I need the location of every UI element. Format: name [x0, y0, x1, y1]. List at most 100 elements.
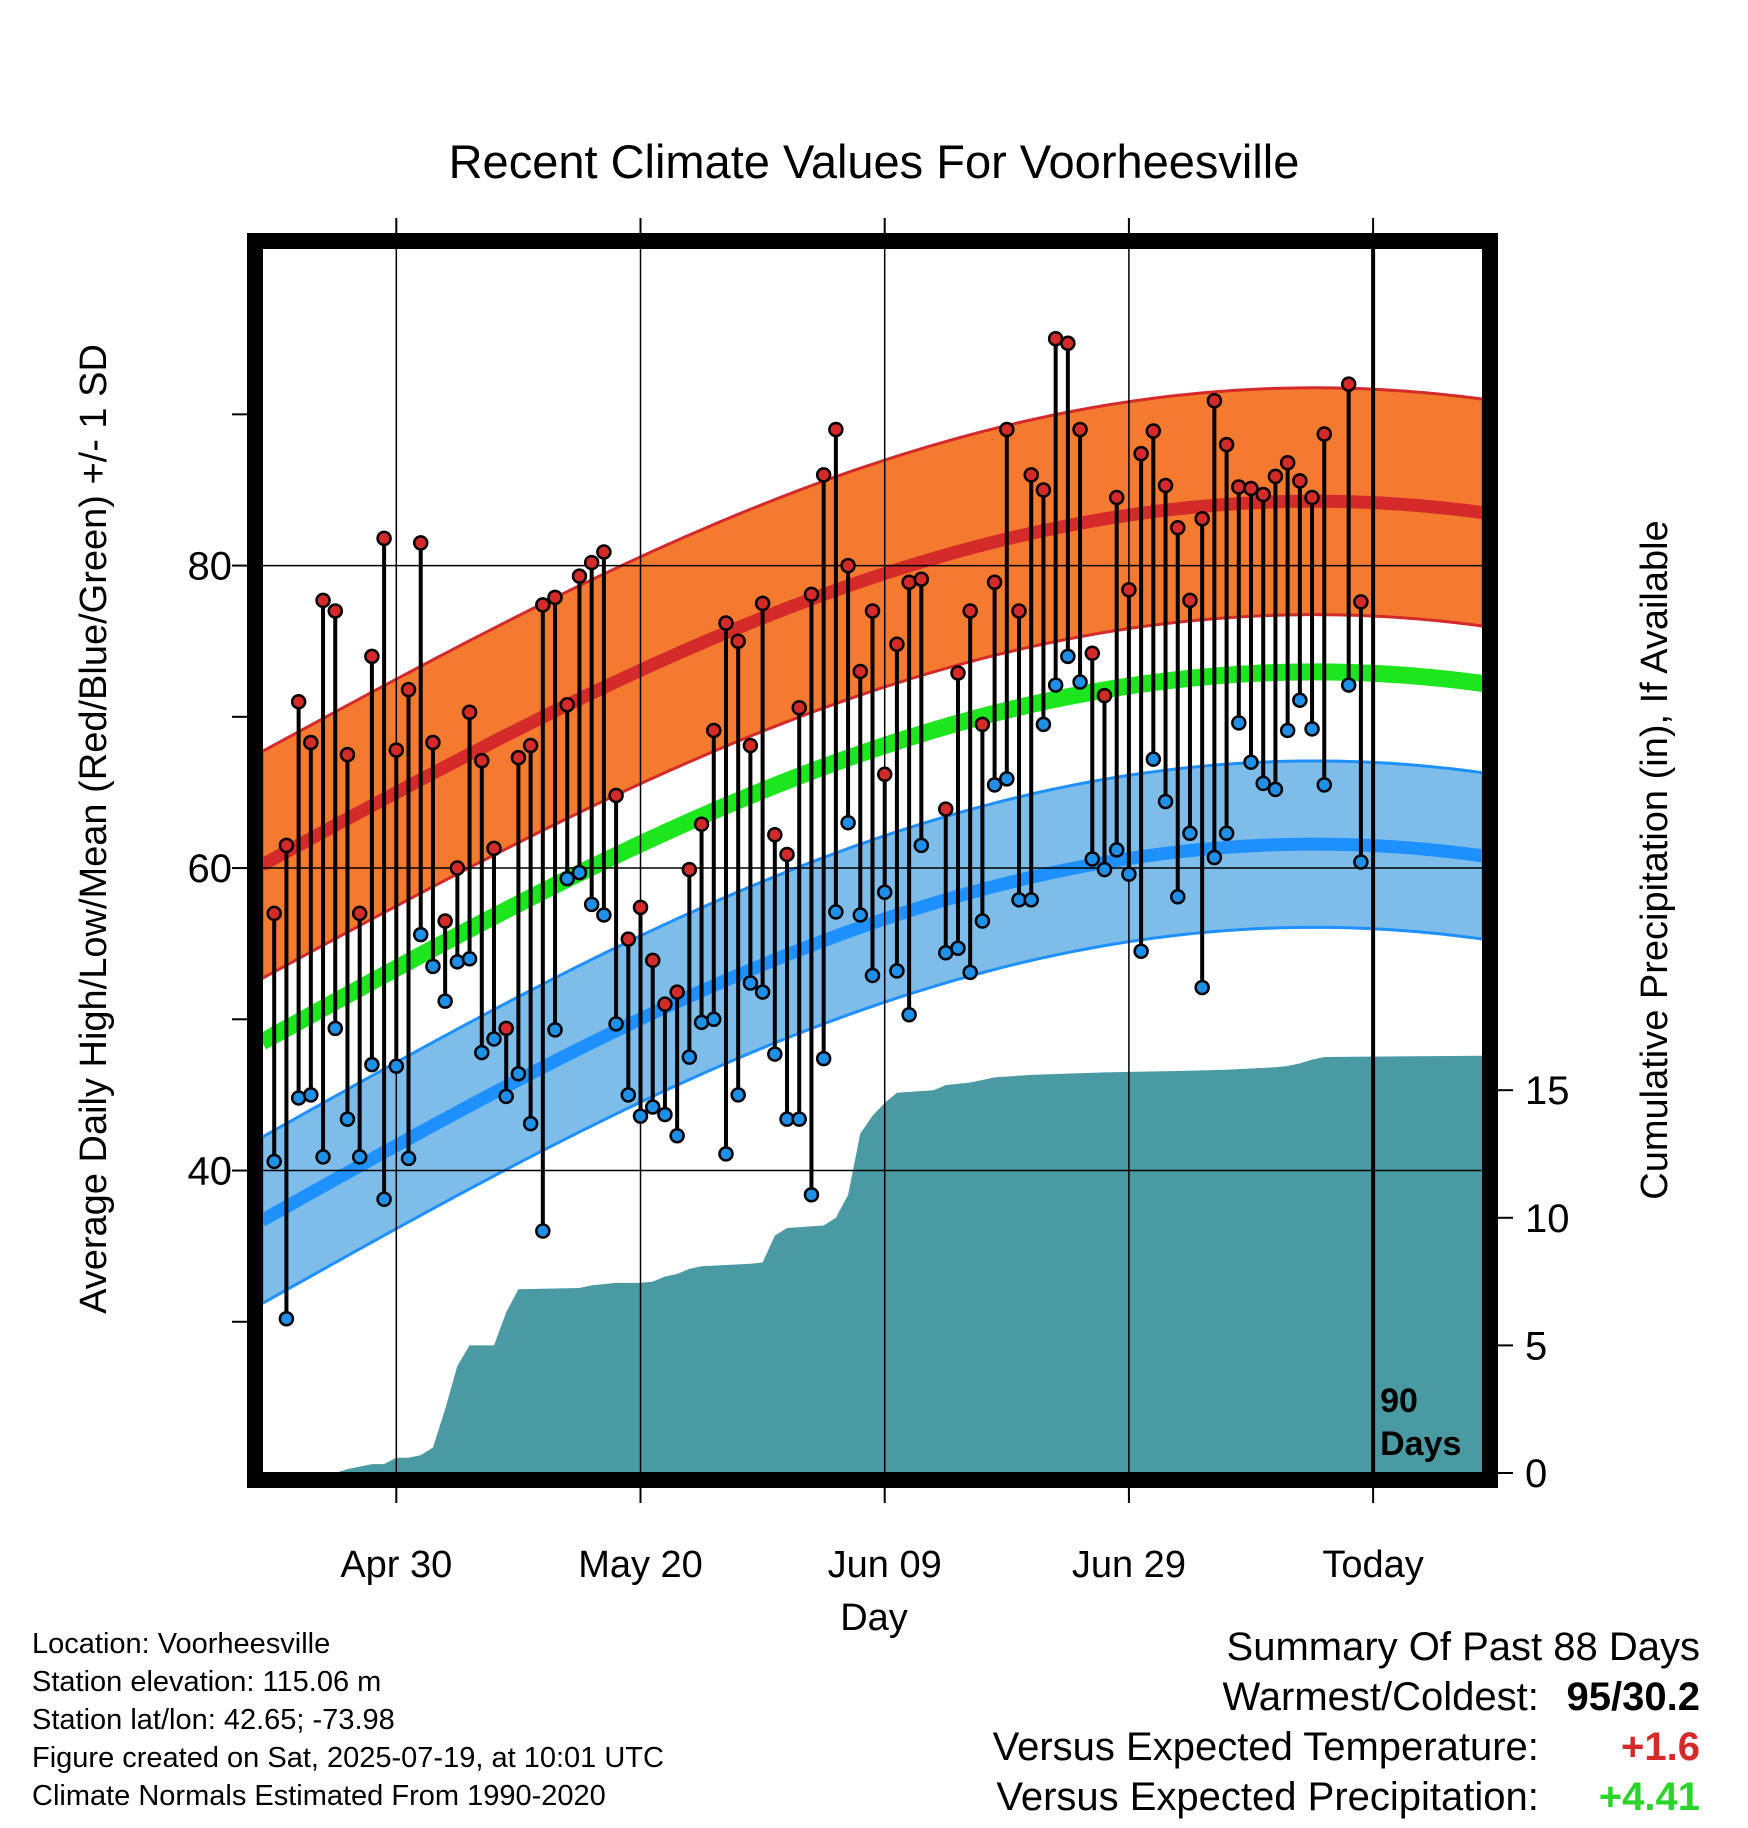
low-point — [876, 884, 893, 901]
low-point — [1353, 854, 1369, 870]
high-point — [547, 589, 563, 606]
high-point — [1145, 423, 1162, 439]
high-point — [1035, 482, 1052, 498]
low-point — [474, 1044, 490, 1061]
summary-heading: Summary Of Past 88 Days — [1226, 1625, 1700, 1669]
high-point — [583, 554, 600, 571]
high-point — [1243, 480, 1259, 497]
high-point — [669, 984, 685, 1000]
high-point — [657, 996, 673, 1012]
low-point — [303, 1087, 319, 1103]
high-point — [1182, 592, 1198, 609]
high-point — [278, 837, 295, 854]
low-point — [1133, 943, 1149, 959]
low-point — [1023, 892, 1039, 908]
low-point — [791, 1111, 807, 1127]
x-tick-label: Jun 09 — [828, 1544, 942, 1586]
high-point — [461, 704, 478, 721]
low-point — [1145, 751, 1162, 767]
high-point — [339, 746, 356, 763]
low-point — [1047, 677, 1064, 693]
high-point — [1255, 486, 1271, 503]
low-point — [596, 907, 612, 923]
elevation-text: Station elevation: 115.06 m — [32, 1666, 382, 1698]
low-point — [742, 975, 759, 991]
low-point — [327, 1020, 344, 1037]
low-point — [449, 954, 466, 970]
high-point — [620, 931, 637, 947]
x-tick-label: Today — [1322, 1544, 1423, 1586]
low-point — [693, 1014, 710, 1031]
high-point — [706, 722, 722, 739]
high-point — [1292, 473, 1308, 489]
latlon-text: Station lat/lon: 42.65; -73.98 — [32, 1704, 395, 1736]
high-point — [1084, 645, 1101, 662]
low-point — [583, 896, 600, 913]
high-point — [1304, 489, 1320, 506]
high-point — [510, 749, 527, 766]
low-point — [388, 1058, 405, 1074]
high-point — [315, 592, 331, 609]
low-point — [1279, 722, 1296, 739]
precip-value: +4.41 — [1598, 1775, 1700, 1819]
high-point — [474, 752, 490, 769]
high-point — [1011, 603, 1027, 619]
low-point — [1340, 677, 1357, 693]
low-point — [522, 1115, 539, 1132]
low-point — [1231, 715, 1247, 731]
y-tick-label: 60 — [188, 847, 233, 891]
high-point — [571, 568, 588, 584]
low-point — [1084, 851, 1101, 867]
low-point — [1206, 849, 1223, 866]
high-point — [376, 530, 392, 547]
low-point — [437, 993, 453, 1009]
temp-value: +1.6 — [1621, 1725, 1700, 1769]
high-point — [779, 846, 795, 863]
high-point — [1218, 436, 1235, 453]
low-point — [510, 1065, 527, 1082]
high-point — [266, 905, 282, 922]
warmest-coldest-row: Warmest/Coldest: 95/30.2 — [993, 1672, 1701, 1722]
low-point — [571, 864, 588, 881]
y-axis-label-right: Cumulative Precipitation (in), If Availa… — [1634, 520, 1676, 1199]
low-point — [535, 1223, 551, 1239]
temp-vs-expected-row: Versus Expected Temperature: +1.6 — [993, 1722, 1700, 1772]
low-point — [461, 951, 478, 967]
low-point — [962, 964, 978, 981]
low-point — [718, 1146, 734, 1162]
warmest-label: Warmest/Coldest: — [1222, 1675, 1539, 1719]
low-point — [1292, 692, 1308, 708]
low-point — [400, 1150, 417, 1167]
low-point — [498, 1088, 514, 1105]
precip-label: Versus Expected Precipitation: — [996, 1775, 1539, 1819]
low-point — [767, 1046, 783, 1062]
high-point — [754, 595, 771, 612]
high-point — [486, 840, 502, 857]
low-point — [608, 1016, 624, 1032]
high-point — [1279, 455, 1296, 471]
today-days-label: Days — [1380, 1425, 1461, 1463]
high-point — [962, 603, 978, 619]
high-point — [498, 1020, 514, 1037]
high-point — [718, 615, 734, 631]
high-point — [388, 742, 405, 758]
high-point — [1072, 421, 1088, 438]
x-tick-label: Apr 30 — [340, 1544, 452, 1586]
low-point — [559, 870, 575, 887]
low-point — [376, 1191, 392, 1208]
high-point — [1157, 477, 1174, 494]
high-point — [1340, 376, 1357, 392]
high-point — [449, 860, 466, 876]
high-point — [1121, 582, 1137, 598]
y-tick-right-label: 15 — [1525, 1069, 1570, 1113]
low-point — [1194, 979, 1210, 996]
high-point — [986, 574, 1003, 590]
high-point — [1108, 489, 1125, 506]
today-days-number: 90 — [1380, 1382, 1418, 1420]
low-point — [754, 984, 771, 1000]
location-text: Location: Voorheesville — [32, 1628, 331, 1660]
low-point — [669, 1127, 685, 1144]
high-point — [1231, 479, 1247, 495]
high-point — [938, 801, 954, 817]
